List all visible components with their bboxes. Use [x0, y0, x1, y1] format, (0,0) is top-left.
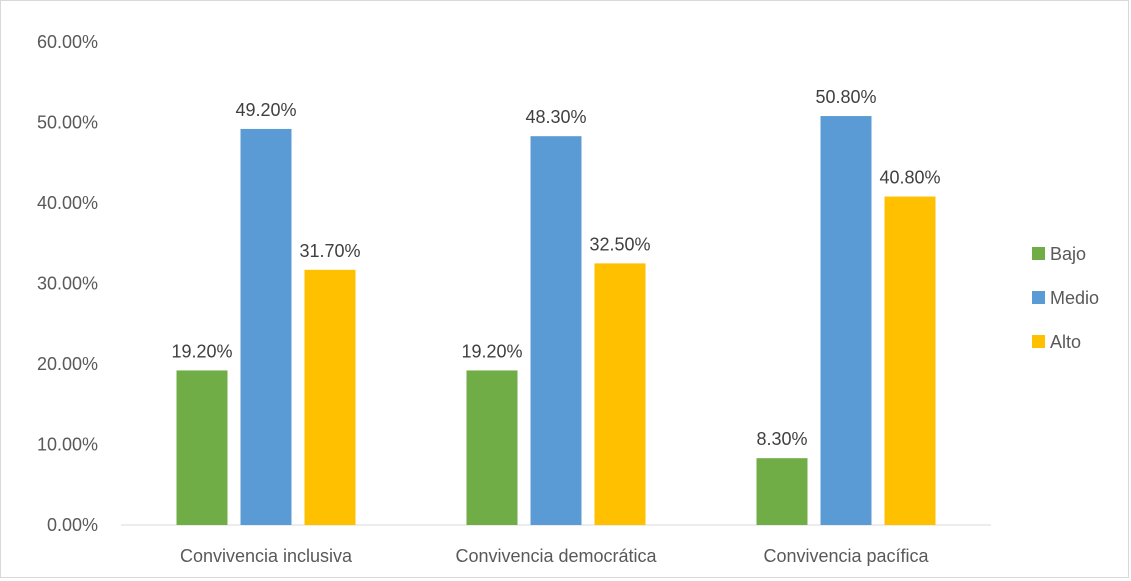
y-tick-label: 10.00%: [37, 435, 98, 455]
data-label: 50.80%: [815, 87, 876, 107]
data-label: 19.20%: [171, 341, 232, 361]
y-tick-label: 40.00%: [37, 193, 98, 213]
category-label: Convivencia democrática: [455, 546, 657, 566]
data-label: 8.30%: [756, 429, 807, 449]
legend-label: Medio: [1050, 288, 1099, 308]
data-label: 40.80%: [879, 168, 940, 188]
y-tick-label: 30.00%: [37, 274, 98, 294]
data-label: 49.20%: [235, 100, 296, 120]
data-label: 31.70%: [299, 241, 360, 261]
data-label: 48.30%: [525, 107, 586, 127]
legend-swatch-bajo: [1032, 247, 1045, 260]
category-label: Convivencia inclusiva: [180, 546, 353, 566]
bar-alto: [594, 263, 646, 525]
bar-alto: [884, 196, 936, 525]
data-label: 19.20%: [461, 341, 522, 361]
y-tick-label: 20.00%: [37, 354, 98, 374]
legend-label: Bajo: [1050, 244, 1086, 264]
y-tick-label: 60.00%: [37, 32, 98, 52]
legend-label: Alto: [1050, 332, 1081, 352]
bar-bajo: [176, 370, 228, 525]
bar-medio: [820, 116, 872, 525]
bar-bajo: [756, 458, 808, 525]
legend-swatch-alto: [1032, 335, 1045, 348]
bar-medio: [530, 136, 582, 525]
category-label: Convivencia pacífica: [763, 546, 929, 566]
y-tick-label: 50.00%: [37, 113, 98, 133]
bar-alto: [304, 269, 356, 525]
y-tick-label: 0.00%: [47, 515, 98, 535]
legend-swatch-medio: [1032, 291, 1045, 304]
data-label: 32.50%: [589, 234, 650, 254]
bar-bajo: [466, 370, 518, 525]
bar-medio: [240, 128, 292, 525]
